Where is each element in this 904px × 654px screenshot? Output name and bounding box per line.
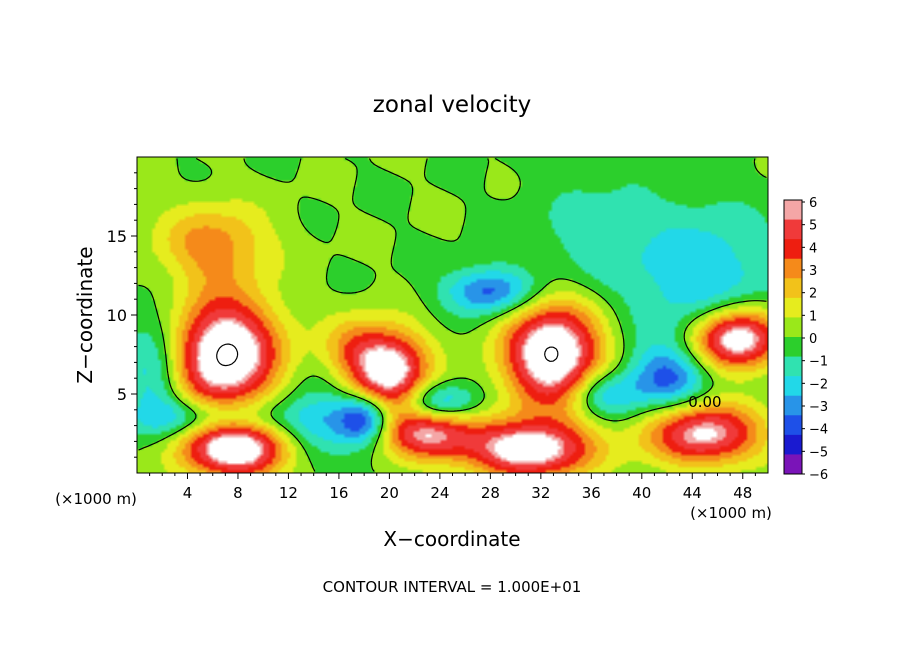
x-tick-label: 28 <box>481 484 500 502</box>
colorbar-swatch <box>784 356 802 377</box>
colorbar-swatch <box>784 434 802 455</box>
colorbar-swatch <box>784 219 802 240</box>
colorbar-swatch <box>784 278 802 299</box>
y-axis-ticks: 5 10 15 <box>107 172 137 458</box>
colorbar-swatch <box>784 258 802 279</box>
x-axis-label: X−coordinate <box>383 527 520 551</box>
colorbar-swatch <box>784 239 802 260</box>
contour-interval-footer: CONTOUR INTERVAL = 1.000E+01 <box>323 578 582 596</box>
colorbar-swatch <box>784 376 802 397</box>
x-tick-label: 12 <box>279 484 298 502</box>
colorbar-label: −6 <box>809 468 828 483</box>
y-axis-label: Z−coordinate <box>73 246 97 383</box>
colorbar-swatch <box>784 415 802 436</box>
chart-title: zonal velocity <box>373 92 531 118</box>
colorbar: 6 5 4 3 2 1 0 −1 −2 −3 −4 −5 −6 <box>783 196 828 483</box>
y-tick-label: 10 <box>107 306 127 325</box>
colorbar-label: −5 <box>809 445 828 460</box>
contour-level <box>216 343 559 367</box>
colorbar-label: −2 <box>809 377 828 392</box>
x-tick-label: 20 <box>380 484 399 502</box>
colorbar-label: 5 <box>809 219 817 234</box>
colorbar-label: 0 <box>809 332 817 347</box>
x-tick-label: 24 <box>430 484 449 502</box>
x-tick-label: 8 <box>233 484 243 502</box>
x-tick-label: 36 <box>582 484 601 502</box>
colorbar-label: 1 <box>809 309 817 324</box>
plot-area: 0.00 <box>136 156 769 474</box>
y-tick-label: 5 <box>117 385 127 404</box>
colorbar-swatch <box>784 200 802 221</box>
contour-label: 0.00 <box>688 393 721 411</box>
colorbar-label: 2 <box>809 287 817 302</box>
colorbar-swatch <box>784 337 802 358</box>
velocity-field <box>137 157 768 473</box>
colorbar-label: 6 <box>809 196 817 211</box>
x-unit-label: (×1000 m) <box>690 504 772 522</box>
x-tick-label: 16 <box>329 484 348 502</box>
y-tick-label: 15 <box>107 227 127 246</box>
colorbar-label: −3 <box>809 400 828 415</box>
x-tick-label: 32 <box>531 484 550 502</box>
colorbar-swatch <box>784 317 802 338</box>
contour-lines <box>138 157 767 472</box>
y-unit-label: (×1000 m) <box>55 490 137 508</box>
x-axis-ticks: 4 8 12 16 20 24 28 32 36 40 44 48 <box>149 473 756 502</box>
colorbar-swatch <box>784 454 802 475</box>
colorbar-label: −1 <box>809 355 828 370</box>
colorbar-label: −4 <box>809 423 828 438</box>
x-tick-label: 40 <box>632 484 651 502</box>
x-tick-label: 4 <box>183 484 193 502</box>
colorbar-label: 4 <box>809 241 817 256</box>
contour-level <box>138 157 767 472</box>
colorbar-swatch <box>784 395 802 416</box>
x-tick-label: 44 <box>683 484 702 502</box>
x-tick-label: 48 <box>733 484 752 502</box>
colorbar-frame <box>783 199 803 475</box>
colorbar-label: 3 <box>809 264 817 279</box>
colorbar-swatch <box>784 297 802 318</box>
